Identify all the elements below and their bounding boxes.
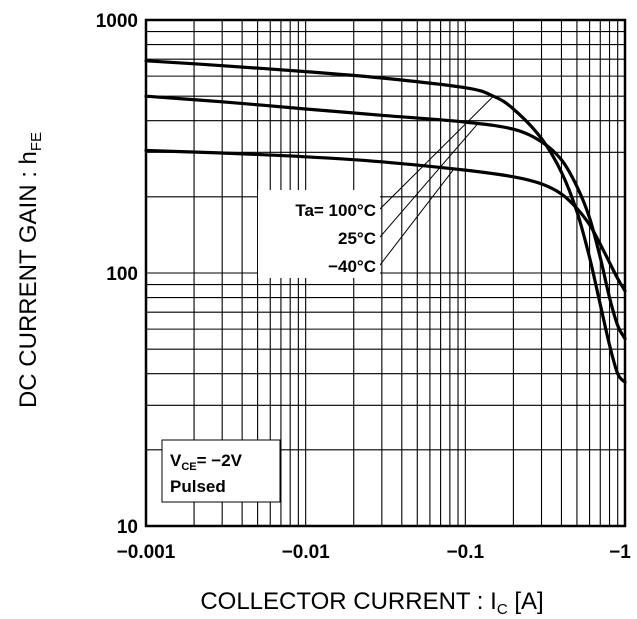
leader-line — [379, 168, 455, 266]
x-tick-label-0.01: −0.01 — [282, 542, 331, 563]
x-axis-title: COLLECTOR CURRENT : IC [A] — [200, 588, 543, 618]
condition-box — [161, 439, 281, 503]
series-line — [144, 148, 627, 293]
series-line — [144, 94, 627, 341]
y-axis-title: DC CURRENT GAIN : hFE — [15, 132, 45, 408]
series-label-minus40c: −40°C — [328, 257, 376, 276]
series-label-box — [258, 190, 380, 278]
label-leader-lines — [379, 95, 494, 266]
curves — [144, 59, 627, 384]
x-tick-label-1: −1 — [609, 542, 631, 563]
series-label-25c: 25°C — [338, 229, 376, 248]
y-tick-label-100: 100 — [106, 264, 138, 285]
condition-pulsed: Pulsed — [170, 477, 226, 496]
plot-frame — [144, 18, 627, 528]
series-label-100c: Ta= 100°C — [295, 201, 376, 220]
x-tick-label-0.1: −0.1 — [447, 542, 485, 563]
x-tick-label-0.001: −0.001 — [117, 542, 176, 563]
series-line — [144, 59, 627, 384]
leader-line — [379, 123, 479, 238]
leader-line — [379, 95, 494, 210]
condition-vce: VCE= −2V — [170, 451, 243, 473]
y-tick-label-1000: 1000 — [96, 11, 138, 32]
y-tick-label-10: 10 — [117, 517, 138, 538]
